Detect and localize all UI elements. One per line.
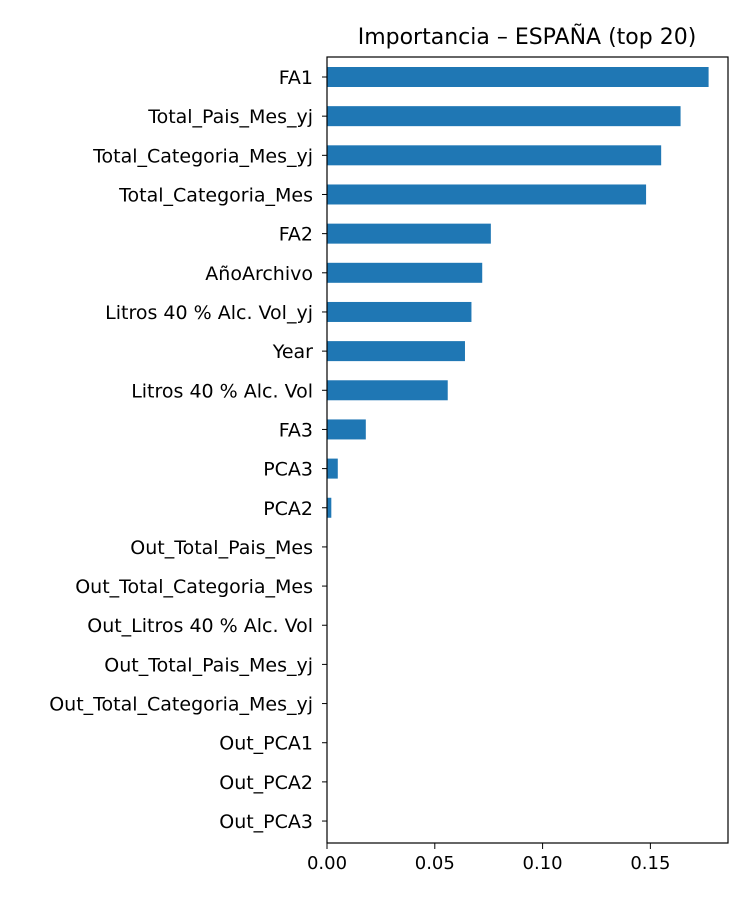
x-tick-label: 0.05 [415, 853, 455, 874]
y-tick-label: Total_Categoria_Mes_yj [92, 145, 313, 167]
y-tick-label: Total_Categoria_Mes [118, 184, 313, 206]
y-tick-label: Out_Total_Pais_Mes [130, 537, 313, 559]
bar [327, 223, 491, 244]
x-tick-label: 0.00 [307, 853, 347, 874]
bars-group [327, 67, 709, 518]
y-tick-label: PCA3 [263, 459, 313, 481]
y-tick-label: Out_Total_Pais_Mes_yj [104, 654, 313, 676]
chart-title: Importancia – ESPAÑA (top 20) [358, 23, 697, 50]
bar [327, 67, 709, 87]
plot-frame [326, 56, 729, 844]
y-tick-label: Litros 40 % Alc. Vol_yj [105, 302, 313, 324]
bar [327, 341, 465, 362]
y-tick-label: Total_Pais_Mes_yj [147, 106, 313, 128]
y-tick-label: Out_PCA3 [219, 811, 313, 833]
y-tick-label: Out_Litros 40 % Alc. Vol [87, 615, 313, 637]
bar [327, 184, 647, 205]
y-tick-label: FA3 [279, 419, 313, 441]
bar [327, 419, 366, 440]
x-axis: 0.00 0.05 0.10 0.15 [307, 843, 670, 874]
x-tick-label: 0.15 [630, 853, 670, 874]
bar [327, 380, 448, 401]
bar [327, 106, 681, 127]
y-tick-label: FA1 [279, 67, 313, 89]
y-tick-label: Out_PCA1 [219, 733, 313, 755]
bar [327, 145, 662, 166]
y-tick-labels: FA1 Total_Pais_Mes_yj Total_Categoria_Mes_… [49, 67, 327, 833]
y-tick-label: Year [272, 341, 313, 363]
y-tick-label: Litros 40 % Alc. Vol [131, 380, 313, 402]
x-tick-label: 0.10 [523, 853, 563, 874]
bar [327, 458, 338, 479]
bar [327, 262, 483, 283]
y-tick-label: AñoArchivo [205, 263, 313, 285]
y-tick-label: Out_Total_Categoria_Mes_yj [49, 694, 313, 716]
y-tick-label: Out_PCA2 [219, 772, 313, 794]
y-tick-label: FA2 [279, 224, 313, 246]
bar [327, 301, 472, 322]
y-tick-label: Out_Total_Categoria_Mes [75, 576, 313, 598]
bar [327, 497, 332, 518]
y-tick-label: PCA2 [263, 498, 313, 520]
